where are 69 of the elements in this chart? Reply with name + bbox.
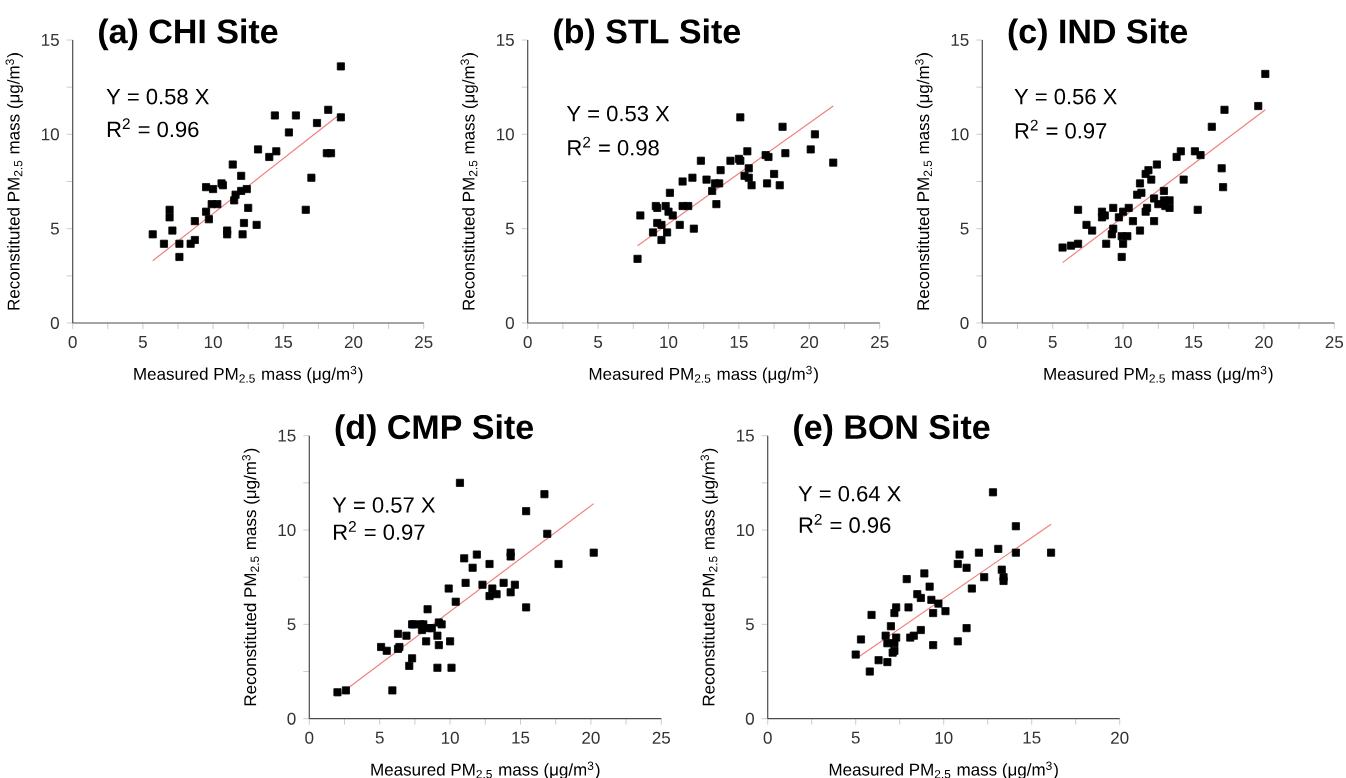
y-tick-label: 15 [737,429,754,442]
y-axis-title: Reconstituted PM$_{2.5}$ mass (μg/m$^{3}$) [242,448,260,706]
x-tick-label: 5 [594,336,603,348]
annotation: R$^{2}$ = 0.97 [1015,119,1107,139]
x-tick-label: 20 [1111,731,1129,744]
chart-title: (a) CHI Site [99,18,278,51]
annotation: Y = 0.64 X [798,485,901,502]
chart-title: (b) STL Site [554,18,741,51]
annotation: Y = 0.53 X [566,105,670,122]
x-tick-label: 5 [375,731,384,744]
x-tick-label: 5 [138,336,147,348]
x-tick-label: 25 [871,336,889,349]
x-tick-label: 0 [305,731,314,744]
y-axis-title: Reconstituted PM$_{2.5}$ mass (μg/m$^{3}$) [460,53,478,310]
x-tick-label: 10 [441,731,459,744]
y-axis-title: Reconstituted PM$_{2.5}$ mass (μg/m$^{3}$) [915,53,933,310]
x-tick-label: 10 [204,336,222,349]
y-tick-label: 5 [287,618,296,631]
annotation: Y = 0.56 X [1014,88,1117,105]
y-tick-label: 10 [951,128,969,141]
y-tick-label: 10 [737,524,754,537]
x-axis-title: Measured PM$_{2.5}$ mass (μg/m$^{3}$) [1044,365,1273,384]
x-tick-label: 20 [582,731,600,744]
chart-title: (c) IND Site [1008,18,1188,51]
x-tick-label: 15 [1023,731,1041,744]
annotation: Y = 0.58 X [106,88,209,105]
y-tick-label: 0 [960,316,969,330]
x-tick-label: 5 [1048,336,1057,348]
y-tick-label: 10 [42,128,59,141]
x-tick-label: 0 [763,731,772,744]
x-tick-label: 10 [1114,336,1132,349]
y-tick-label: 5 [505,222,514,235]
y-tick-label: 0 [50,316,59,330]
x-tick-label: 20 [800,336,819,349]
chart-title: (d) CMP Site [335,414,534,446]
y-axis-title: Reconstituted PM$_{2.5}$ mass (μg/m$^{3}$) [5,53,23,310]
chart-title: (e) BON Site [794,414,990,446]
y-tick-label: 0 [287,712,296,725]
y-tick-label: 5 [50,222,59,235]
x-tick-label: 0 [978,336,987,349]
y-tick-label: 10 [278,524,296,537]
annotation: R$^{2}$ = 0.98 [568,136,659,156]
y-tick-label: 15 [497,34,514,46]
y-tick-label: 15 [42,34,59,46]
y-tick-label: 15 [951,34,969,46]
x-tick-label: 0 [68,336,77,349]
y-tick-label: 0 [505,316,514,330]
y-tick-label: 5 [745,618,754,631]
annotation: R$^{2}$ = 0.96 [799,513,891,533]
annotation: Y = 0.57 X [332,497,436,513]
y-axis-title: Reconstituted PM$_{2.5}$ mass (μg/m$^{3}$) [700,448,718,706]
x-tick-label: 0 [523,336,532,349]
x-tick-label: 25 [652,731,671,744]
y-tick-label: 0 [745,712,754,725]
x-tick-label: 5 [851,731,860,744]
x-axis-title: Measured PM$_{2.5}$ mass (μg/m$^{3}$) [134,365,363,384]
x-tick-label: 20 [344,336,363,349]
x-tick-label: 10 [660,336,678,349]
y-tick-label: 10 [497,128,514,141]
x-tick-label: 15 [1185,336,1203,348]
x-tick-label: 10 [935,731,953,744]
y-tick-label: 5 [960,222,969,235]
x-axis-title: Measured PM$_{2.5}$ mass (μg/m$^{3}$) [589,365,818,384]
x-tick-label: 20 [1255,336,1273,349]
x-tick-label: 25 [415,336,433,349]
x-tick-label: 25 [1325,336,1344,349]
annotation: R$^{2}$ = 0.97 [334,521,425,540]
y-tick-label: 15 [278,429,296,442]
annotation: R$^{2}$ = 0.96 [107,118,199,138]
